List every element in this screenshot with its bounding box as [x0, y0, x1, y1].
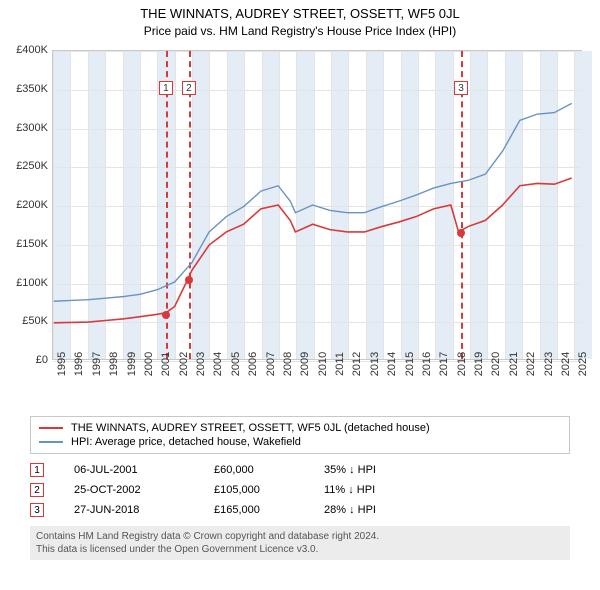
- x-axis-label: 2019: [473, 352, 485, 376]
- x-axis-label: 1997: [91, 352, 103, 376]
- x-axis-label: 2006: [247, 352, 259, 376]
- chart-title: THE WINNATS, AUDREY STREET, OSSETT, WF5 …: [0, 6, 600, 21]
- x-axis-label: 2000: [143, 352, 155, 376]
- x-axis-label: 2001: [160, 352, 172, 376]
- y-axis-label: £150K: [16, 238, 48, 250]
- x-axis-label: 2020: [490, 352, 502, 376]
- y-axis-label: £0: [36, 354, 48, 366]
- series-line-price_paid: [54, 178, 572, 323]
- sale-price: £105,000: [214, 484, 324, 496]
- x-axis-label: 2008: [282, 352, 294, 376]
- legend: THE WINNATS, AUDREY STREET, OSSETT, WF5 …: [30, 416, 570, 454]
- sale-vs-hpi: 35% ↓ HPI: [324, 464, 464, 476]
- sale-date: 25-OCT-2002: [74, 484, 214, 496]
- x-axis-label: 2022: [525, 352, 537, 376]
- x-axis-label: 2009: [299, 352, 311, 376]
- x-axis-label: 1995: [56, 352, 68, 376]
- x-axis-label: 2025: [577, 352, 589, 376]
- series-line-hpi: [54, 103, 572, 301]
- table-marker-badge: 2: [30, 483, 44, 497]
- legend-label: HPI: Average price, detached house, Wake…: [71, 436, 301, 448]
- attribution-line: This data is licensed under the Open Gov…: [36, 543, 564, 556]
- table-marker-badge: 3: [30, 503, 44, 517]
- y-axis-label: £200K: [16, 199, 48, 211]
- legend-label: THE WINNATS, AUDREY STREET, OSSETT, WF5 …: [71, 422, 430, 434]
- attribution-line: Contains HM Land Registry data © Crown c…: [36, 530, 564, 543]
- table-row: 2 25-OCT-2002£105,00011% ↓ HPI: [30, 480, 570, 500]
- x-axis-label: 2015: [404, 352, 416, 376]
- sale-price: £60,000: [214, 464, 324, 476]
- sale-vs-hpi: 11% ↓ HPI: [324, 484, 464, 496]
- chart-area: 123 £0 £50K £100K £150K £200K £250K £300K £350K…: [0, 40, 600, 410]
- legend-item: HPI: Average price, detached house, Wake…: [39, 435, 561, 449]
- x-axis-label: 2013: [369, 352, 381, 376]
- y-axis-label: £100K: [16, 277, 48, 289]
- chart-subtitle: Price paid vs. HM Land Registry's House …: [0, 24, 600, 38]
- legend-swatch: [39, 427, 63, 429]
- x-axis-label: 2005: [230, 352, 242, 376]
- sale-vs-hpi: 28% ↓ HPI: [324, 504, 464, 516]
- x-axis-label: 2024: [560, 352, 572, 376]
- table-row: 3 27-JUN-2018£165,00028% ↓ HPI: [30, 500, 570, 520]
- y-axis-label: £400K: [16, 44, 48, 56]
- x-axis-label: 1998: [108, 352, 120, 376]
- x-axis-label: 2010: [317, 352, 329, 376]
- chart-container: THE WINNATS, AUDREY STREET, OSSETT, WF5 …: [0, 0, 600, 560]
- title-block: THE WINNATS, AUDREY STREET, OSSETT, WF5 …: [0, 0, 600, 40]
- x-axis-label: 2002: [178, 352, 190, 376]
- line-layer: [53, 51, 581, 359]
- table-row: 1 06-JUL-2001£60,00035% ↓ HPI: [30, 460, 570, 480]
- x-axis-label: 2014: [386, 352, 398, 376]
- x-axis-label: 2016: [421, 352, 433, 376]
- table-marker-badge: 1: [30, 463, 44, 477]
- x-axis-label: 2023: [543, 352, 555, 376]
- x-axis-label: 2003: [195, 352, 207, 376]
- sale-date: 27-JUN-2018: [74, 504, 214, 516]
- sale-date: 06-JUL-2001: [74, 464, 214, 476]
- y-axis-label: £300K: [16, 122, 48, 134]
- sales-table: 1 06-JUL-2001£60,00035% ↓ HPI 2 25-OCT-2002…: [30, 460, 570, 520]
- y-axis-label: £250K: [16, 160, 48, 172]
- legend-swatch: [39, 441, 63, 443]
- legend-item: THE WINNATS, AUDREY STREET, OSSETT, WF5 …: [39, 421, 561, 435]
- y-axis-label: £350K: [16, 83, 48, 95]
- attribution: Contains HM Land Registry data © Crown c…: [30, 526, 570, 560]
- x-axis-label: 2012: [351, 352, 363, 376]
- plot-region: 123: [52, 50, 582, 360]
- x-axis-label: 1999: [126, 352, 138, 376]
- x-axis-label: 2007: [265, 352, 277, 376]
- x-axis-label: 2018: [456, 352, 468, 376]
- x-axis-label: 1996: [73, 352, 85, 376]
- x-axis-label: 2004: [212, 352, 224, 376]
- y-axis-label: £50K: [22, 315, 48, 327]
- x-axis-label: 2021: [508, 352, 520, 376]
- x-axis-label: 2017: [438, 352, 450, 376]
- sale-price: £165,000: [214, 504, 324, 516]
- x-axis-label: 2011: [334, 352, 346, 376]
